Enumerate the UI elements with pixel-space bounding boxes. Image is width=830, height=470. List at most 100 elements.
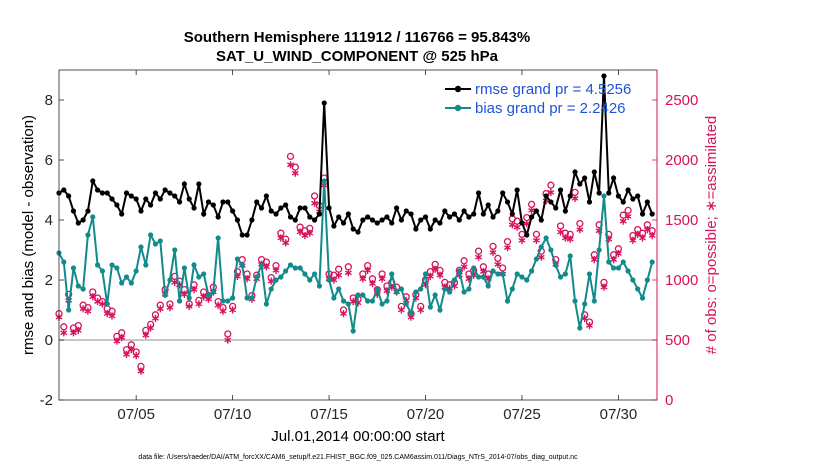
obs-assimilated-point bbox=[378, 275, 386, 283]
rmse-point bbox=[355, 229, 361, 235]
bias-point bbox=[254, 274, 260, 280]
bias-point bbox=[538, 244, 544, 250]
rmse-point bbox=[196, 181, 202, 187]
bias-point bbox=[543, 235, 549, 241]
rmse-point bbox=[461, 208, 467, 214]
bias-point bbox=[480, 274, 486, 280]
obs-assimilated-point bbox=[643, 226, 651, 234]
rmse-point bbox=[287, 214, 294, 220]
obs-assimilated-point bbox=[364, 266, 372, 274]
obs-assimilated-point bbox=[566, 235, 574, 243]
bias-point bbox=[384, 298, 390, 304]
bias-point bbox=[365, 298, 371, 304]
obs-assimilated-point bbox=[277, 234, 285, 242]
bias-point bbox=[389, 271, 395, 277]
bias-point bbox=[239, 262, 245, 268]
obs-assimilated-point bbox=[557, 228, 565, 236]
rmse-point bbox=[422, 214, 429, 220]
obs-assimilated-point bbox=[132, 352, 140, 360]
obs-assimilated-point bbox=[287, 161, 294, 169]
rmse-point bbox=[620, 199, 626, 205]
bias-point bbox=[553, 262, 559, 268]
rmse-point bbox=[451, 211, 458, 217]
obs-assimilated-point bbox=[614, 250, 622, 258]
obs-assimilated-point bbox=[518, 236, 526, 244]
obs-assimilated-point bbox=[489, 248, 497, 256]
bias-point bbox=[490, 268, 496, 274]
rmse-point bbox=[345, 211, 351, 217]
rmse-point bbox=[403, 208, 409, 214]
rmse-point bbox=[148, 202, 154, 208]
bias-point bbox=[345, 301, 351, 307]
bias-point bbox=[615, 265, 622, 271]
legend: rmse grand pr = 4.5256 bias grand pr = 2… bbox=[445, 81, 631, 117]
bias-point bbox=[90, 214, 96, 220]
bias-point bbox=[157, 238, 163, 244]
y-tick-label: 8 bbox=[45, 92, 53, 109]
rmse-point bbox=[413, 226, 419, 232]
rmse-point bbox=[533, 208, 540, 214]
bias-point bbox=[398, 286, 405, 292]
left-y-axis-ticks: -2 0 2 4 6 8 bbox=[40, 92, 64, 409]
bias-point bbox=[119, 280, 125, 286]
bias-point bbox=[152, 241, 159, 247]
rmse-point bbox=[393, 205, 400, 211]
obs-assimilated-point bbox=[648, 232, 656, 240]
rmse-point bbox=[437, 220, 443, 226]
bias-point bbox=[500, 271, 506, 277]
bias-point bbox=[596, 247, 602, 253]
bias-point bbox=[99, 268, 106, 274]
y2-tick-label: 2000 bbox=[665, 152, 698, 169]
chart-subtitle: SAT_U_WIND_COMPONENT @ 525 hPa bbox=[216, 48, 499, 65]
rmse-point bbox=[630, 196, 636, 202]
y-tick-label: 2 bbox=[45, 272, 53, 289]
obs-assimilated-point bbox=[397, 306, 405, 314]
y-tick-label: 6 bbox=[45, 152, 53, 169]
bias-point bbox=[557, 274, 564, 280]
rmse-point bbox=[162, 187, 168, 193]
obs-assimilated-point bbox=[504, 244, 511, 252]
y-tick-label: 0 bbox=[45, 332, 53, 349]
bias-point bbox=[461, 289, 467, 295]
rmse-point bbox=[644, 199, 650, 205]
bias-series-points bbox=[56, 178, 655, 334]
bias-point bbox=[80, 286, 86, 292]
rmse-point bbox=[418, 217, 424, 223]
bias-point bbox=[514, 271, 520, 277]
rmse-series-line bbox=[58, 75, 654, 239]
obs-assimilated-point bbox=[84, 307, 92, 315]
rmse-point bbox=[321, 100, 327, 106]
obs-assimilated-point bbox=[561, 234, 569, 242]
obs-assimilated-point bbox=[576, 226, 584, 234]
x-tick-label: 07/20 bbox=[407, 406, 445, 423]
bias-point bbox=[273, 277, 279, 283]
obs-assimilated-point bbox=[306, 229, 314, 237]
bias-point bbox=[533, 256, 540, 262]
bias-point bbox=[191, 262, 197, 268]
rmse-point bbox=[649, 211, 655, 217]
obs-assimilated-point bbox=[629, 236, 637, 244]
bias-point bbox=[582, 301, 588, 307]
obs-assimilated-point bbox=[89, 293, 97, 301]
obs-assimilated-point bbox=[224, 336, 232, 344]
obs-assimilated-point bbox=[460, 263, 468, 271]
bias-point bbox=[610, 265, 617, 271]
bias-point bbox=[447, 289, 453, 295]
rmse-point bbox=[302, 205, 308, 211]
rmse-point bbox=[369, 217, 376, 223]
rmse-point bbox=[577, 181, 583, 187]
bias-point bbox=[336, 286, 342, 292]
obs-assimilated-point bbox=[344, 269, 352, 277]
rmse-point bbox=[586, 199, 593, 205]
x-tick-label: 07/10 bbox=[214, 406, 252, 423]
obs-assimilated-point bbox=[127, 346, 135, 354]
chart-title: Southern Hemisphere 111912 / 116766 = 95… bbox=[184, 29, 530, 46]
bias-point bbox=[355, 292, 361, 298]
rmse-point bbox=[152, 190, 159, 196]
obs-possible-point bbox=[310, 192, 319, 200]
rmse-point bbox=[562, 208, 568, 214]
bias-point bbox=[422, 271, 429, 277]
bias-point bbox=[215, 235, 221, 241]
rmse-point bbox=[172, 193, 178, 199]
bias-point bbox=[471, 265, 477, 271]
